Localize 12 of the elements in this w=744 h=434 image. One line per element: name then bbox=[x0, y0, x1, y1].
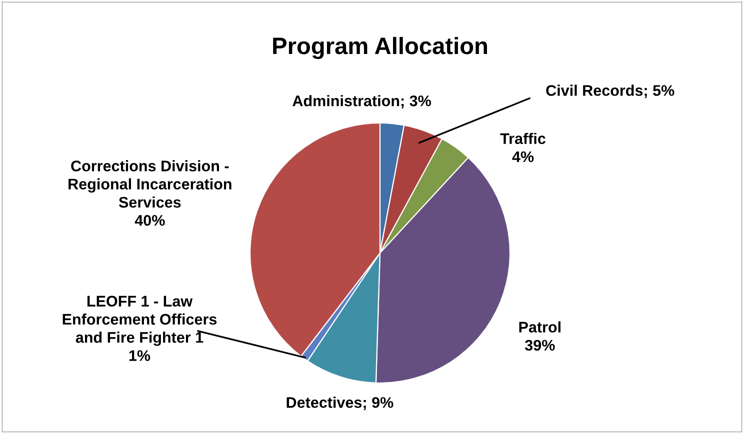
data-label: 39% bbox=[524, 340, 555, 351]
slice-label: Patrol bbox=[519, 321, 560, 333]
slice-label: LEOFF 1 - Law Enforcement Officers and Fire Fighter 1 bbox=[62, 296, 217, 346]
slice-label: Traffic bbox=[500, 132, 546, 144]
slice-label: Corrections Division - Regional Incarceration Services bbox=[68, 160, 232, 208]
data-label: 1% bbox=[129, 350, 150, 361]
chart-title: Program Allocation bbox=[273, 36, 487, 60]
slice-label: Administration; 3% bbox=[292, 95, 432, 109]
data-label: 4% bbox=[512, 151, 534, 162]
data-label: 40% bbox=[134, 214, 165, 226]
slice-label: Civil Records; 5% bbox=[546, 84, 674, 98]
slice-label: Detectives; 9% bbox=[286, 396, 394, 410]
